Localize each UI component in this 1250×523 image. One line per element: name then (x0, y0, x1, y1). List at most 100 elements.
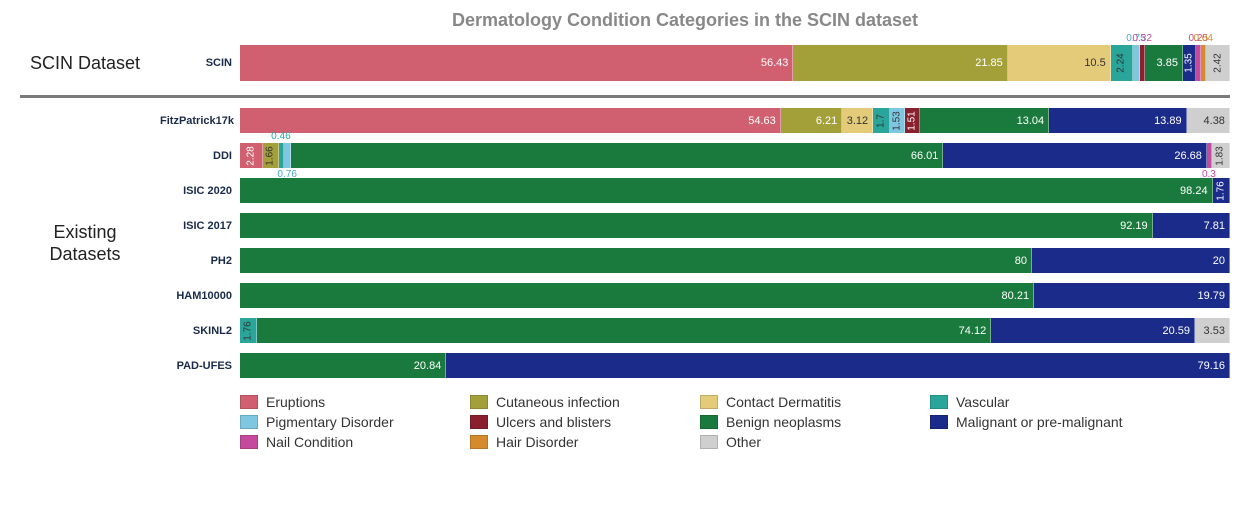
segment: 6.21 (781, 108, 842, 133)
segment: 74.12 (257, 318, 991, 343)
segment-value-label: 0.04 (1194, 33, 1213, 44)
stacked-bar: 1.7674.1220.593.53 (240, 318, 1230, 343)
bar-row: DDI2.281.660.460.7666.0126.680.31.83 (160, 143, 1230, 168)
bar-row: ISIC 202098.241.76 (160, 178, 1230, 203)
bar-row: HAM1000080.2119.79 (160, 283, 1230, 308)
segment-value-label: 1.83 (1215, 146, 1226, 165)
segment-value-label: 1.76 (243, 321, 254, 340)
section-divider (20, 95, 1230, 98)
segment: 3.12 (842, 108, 873, 133)
rows-container: FitzPatrick17k54.636.213.121.71.531.5113… (160, 108, 1230, 378)
legend-label: Pigmentary Disorder (266, 414, 394, 430)
segment: 56.43 (240, 45, 793, 81)
segment-value-label: 2.42 (1212, 53, 1223, 72)
stacked-bar: 98.241.76 (240, 178, 1230, 203)
segment: 79.16 (446, 353, 1230, 378)
legend-item: Contact Dermatitis (700, 394, 920, 410)
legend-item: Vascular (930, 394, 1150, 410)
segment: 1.35 (1183, 45, 1196, 81)
legend-label: Cutaneous infection (496, 394, 620, 410)
bar-row: PH28020 (160, 248, 1230, 273)
segment-value-label: 2.28 (245, 146, 256, 165)
segment: 80 (240, 248, 1032, 273)
row-label: HAM10000 (160, 290, 240, 302)
row-label: SKINL2 (160, 325, 240, 337)
segment: 54.63 (240, 108, 781, 133)
section-label: SCIN Dataset (20, 52, 160, 75)
legend-swatch (930, 415, 948, 429)
bar-row: PAD-UFES20.8479.16 (160, 353, 1230, 378)
chart-root: SCIN DatasetSCIN56.4321.8510.52.240.750.… (20, 45, 1230, 450)
legend-swatch (240, 395, 258, 409)
segment-value-label: 1.53 (892, 111, 903, 130)
segment: 13.89 (1049, 108, 1186, 133)
segment: 80.21 (240, 283, 1034, 308)
legend-label: Contact Dermatitis (726, 394, 841, 410)
stacked-bar: 8020 (240, 248, 1230, 273)
segment-value-label: 1.66 (265, 146, 276, 165)
stacked-bar: 2.281.660.460.7666.0126.680.31.83 (240, 143, 1230, 168)
segment: 7.81 (1153, 213, 1230, 238)
legend-label: Benign neoplasms (726, 414, 841, 430)
segment: 92.19 (240, 213, 1153, 238)
legend-swatch (700, 435, 718, 449)
stacked-bar: 92.197.81 (240, 213, 1230, 238)
segment: 3.85 (1145, 45, 1183, 81)
segment: 2.24 (1111, 45, 1133, 81)
legend-item: Hair Disorder (470, 434, 690, 450)
row-label: SCIN (160, 57, 240, 69)
segment-value-label: 0.32 (1132, 33, 1151, 44)
row-label: DDI (160, 150, 240, 162)
legend-label: Nail Condition (266, 434, 353, 450)
legend-label: Vascular (956, 394, 1009, 410)
legend-swatch (470, 415, 488, 429)
stacked-bar: 54.636.213.121.7 1.53 1.5113.0413.894.38 (240, 108, 1230, 133)
stacked-bar: 80.2119.79 (240, 283, 1230, 308)
legend-label: Other (726, 434, 761, 450)
legend-item: Ulcers and blisters (470, 414, 690, 430)
legend-swatch (700, 395, 718, 409)
segment-value-label: 0.46 (271, 131, 290, 142)
legend-swatch (930, 395, 948, 409)
segment: 1.83 (1212, 143, 1230, 168)
legend-item: Eruptions (240, 394, 460, 410)
row-label: ISIC 2017 (160, 220, 240, 232)
segment: 20.59 (991, 318, 1195, 343)
segment-value-label: 1.51 (907, 111, 918, 130)
segment-value-label: 1.35 (1184, 53, 1195, 72)
legend-item: Malignant or pre-malignant (930, 414, 1150, 430)
legend-swatch (700, 415, 718, 429)
legend-swatch (470, 395, 488, 409)
section-label: Existing Datasets (20, 221, 160, 266)
segment: 0.75 (1133, 45, 1140, 81)
section: Existing Datasets FitzPatrick17k54.636.21… (20, 108, 1230, 378)
legend-item: Other (700, 434, 920, 450)
segment: 0.76 (284, 143, 292, 168)
bar-row: ISIC 201792.197.81 (160, 213, 1230, 238)
legend-swatch (240, 435, 258, 449)
segment: 2.42 (1206, 45, 1230, 81)
bar-row: FitzPatrick17k54.636.213.121.71.531.5113… (160, 108, 1230, 133)
segment: 3.53 (1195, 318, 1230, 343)
legend-label: Ulcers and blisters (496, 414, 611, 430)
row-label: ISIC 2020 (160, 185, 240, 197)
legend-swatch (240, 415, 258, 429)
bar-row: SCIN56.4321.8510.52.240.750.323.851.350.… (160, 45, 1230, 81)
segment: 13.04 (920, 108, 1049, 133)
legend-label: Eruptions (266, 394, 325, 410)
row-label: PH2 (160, 255, 240, 267)
segment: 4.38 (1187, 108, 1230, 133)
legend-item: Nail Condition (240, 434, 460, 450)
legend-label: Malignant or pre-malignant (956, 414, 1123, 430)
segment: 1.51 (905, 108, 920, 133)
segment-value-label: 1.7 (876, 114, 887, 128)
row-label: FitzPatrick17k (160, 115, 240, 127)
segment: 1.7 (873, 108, 890, 133)
segment: 1.76 (1213, 178, 1230, 203)
stacked-bar: 20.8479.16 (240, 353, 1230, 378)
legend: Eruptions Cutaneous infection Contact Derm… (240, 394, 1230, 450)
bar-row: SKINL21.7674.1220.593.53 (160, 318, 1230, 343)
segment: 19.79 (1034, 283, 1230, 308)
legend-item: Pigmentary Disorder (240, 414, 460, 430)
legend-label: Hair Disorder (496, 434, 578, 450)
